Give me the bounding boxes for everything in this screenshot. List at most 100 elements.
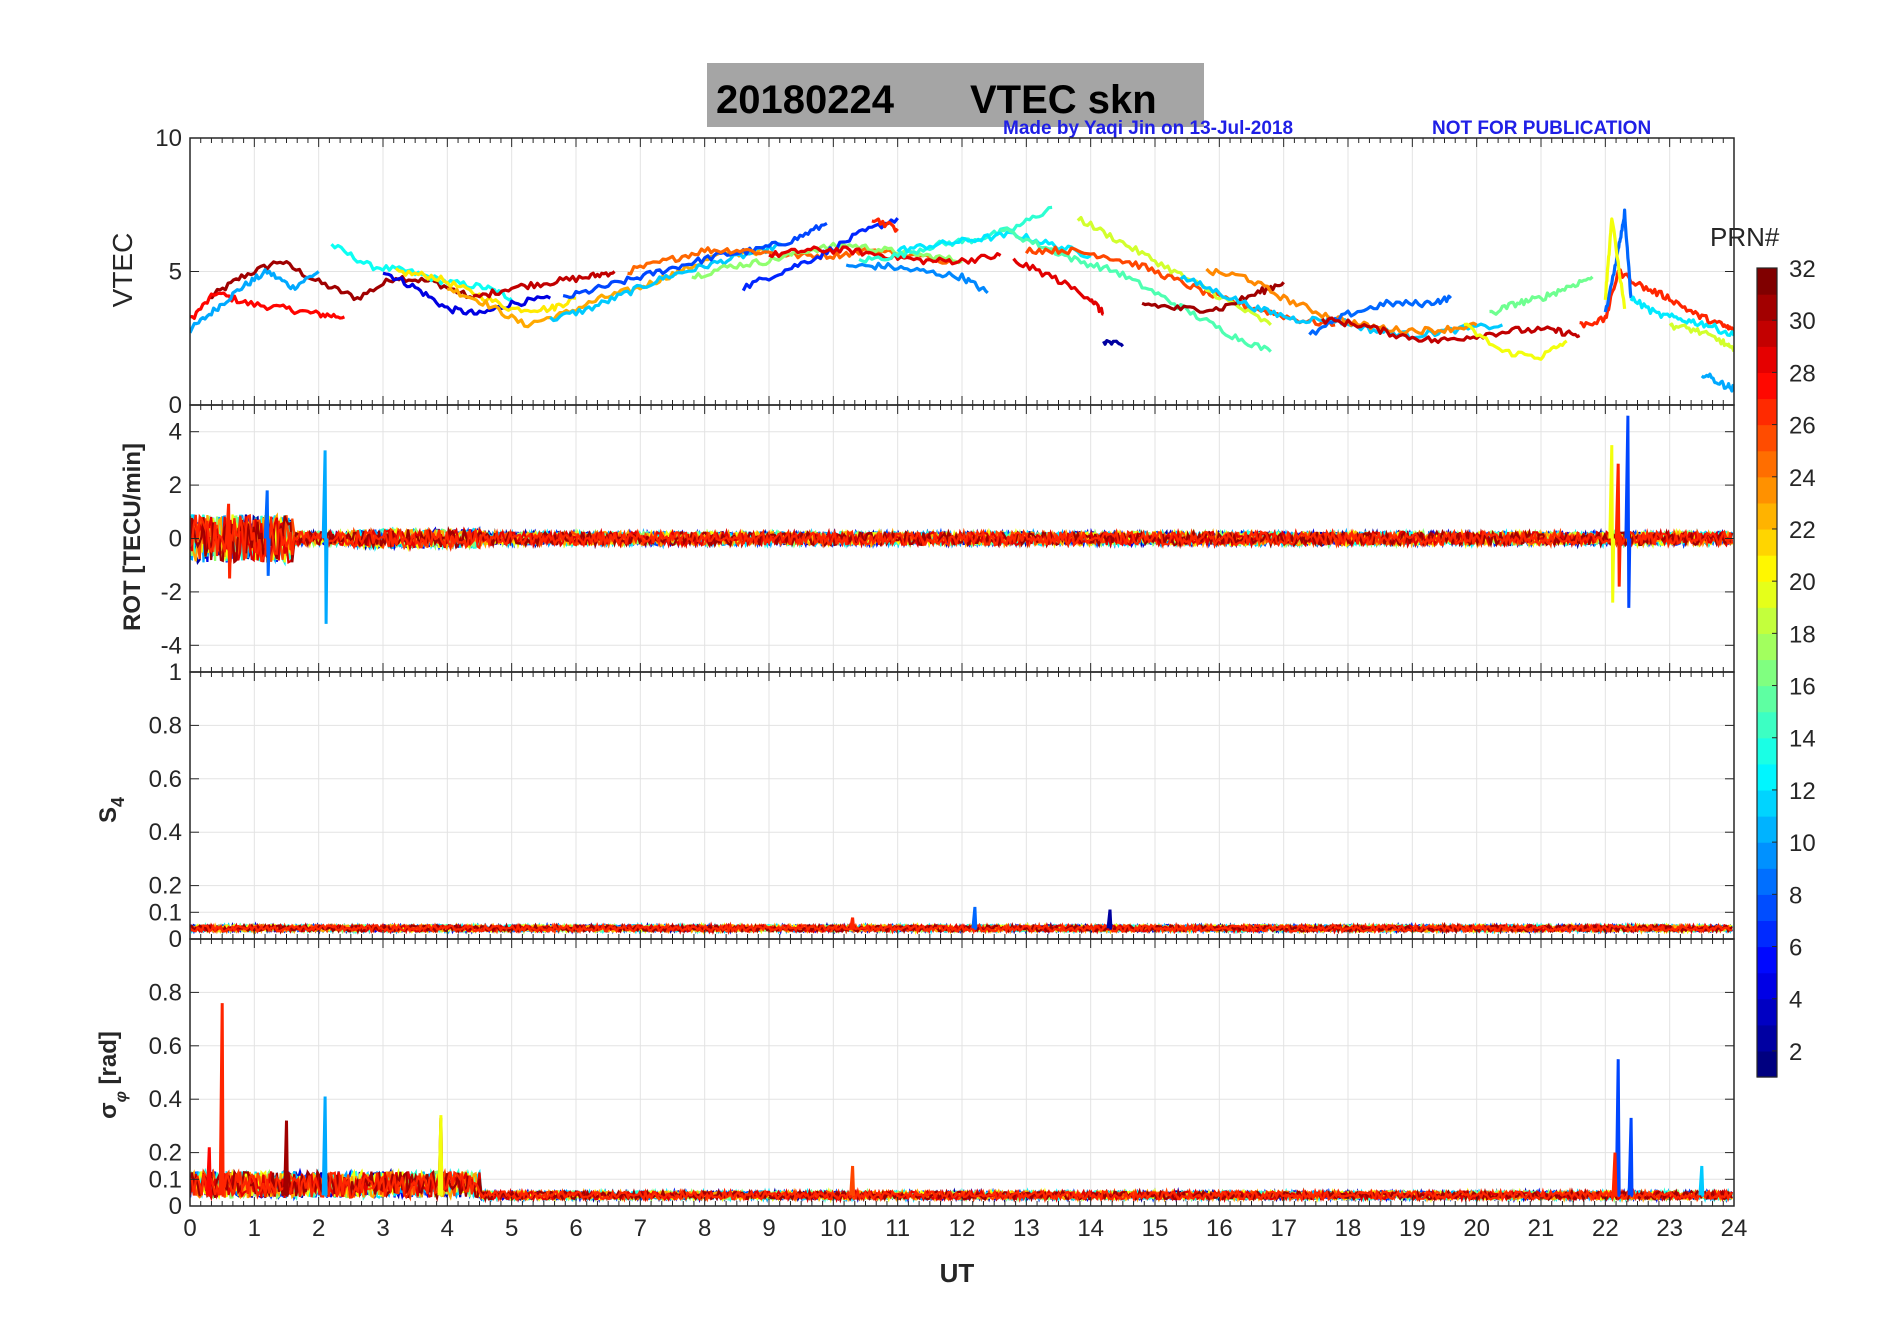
s4-y-tick-label: 0 xyxy=(169,926,182,953)
s4-y-tick-label: 0.4 xyxy=(149,819,182,846)
vtec-series-prn-8 xyxy=(1308,294,1453,336)
x-tick-label: 0 xyxy=(183,1215,196,1242)
sigma_phi-y-tick-label: 0.1 xyxy=(149,1166,182,1193)
sigma_phi-y-tick-label: 0.2 xyxy=(149,1140,182,1167)
vtec-y-tick-label: 5 xyxy=(169,259,182,286)
x-tick-label: 17 xyxy=(1270,1215,1297,1242)
colorbar-segment xyxy=(1757,711,1777,739)
vtec-series-prn-26 xyxy=(1024,245,1336,327)
s4-series-prn-27 xyxy=(190,921,1733,936)
colorbar-segment xyxy=(1757,320,1777,347)
s4-y-tick-label: 0.1 xyxy=(149,899,182,926)
x-tick-label: 23 xyxy=(1656,1215,1683,1242)
colorbar-segment xyxy=(1757,816,1777,843)
vtec-series-prn-28 xyxy=(190,291,346,320)
colorbar-segment xyxy=(1757,659,1777,687)
colorbar-segment xyxy=(1757,476,1777,504)
sigma_phi-spike-prn-27 xyxy=(218,1003,225,1197)
colorbar-tick-label: 16 xyxy=(1789,674,1816,701)
vtec-series-prn-10 xyxy=(1700,372,1734,393)
sigma_phi-series-prn-27 xyxy=(190,1170,1733,1203)
colorbar-segment xyxy=(1757,972,1777,1000)
credit-text: Made by Yaqi Jin on 13-Jul-2018 xyxy=(1003,118,1293,139)
vtec-series-prn-9 xyxy=(845,261,989,295)
colorbar-segment xyxy=(1757,789,1777,817)
rot-y-tick-label: 2 xyxy=(169,472,182,499)
rot-y-tick-label: 4 xyxy=(169,419,182,446)
vtec-y-tick-label: 10 xyxy=(155,125,182,152)
rot-spike-prn-8 xyxy=(263,490,271,576)
sigma_phi-spike-prn-26 xyxy=(849,1165,856,1197)
vtec-panel: 0 5 10 xyxy=(155,125,1735,419)
vtec-series-prn-19 xyxy=(1076,216,1272,326)
sigma_phi-y-tick-label: 0 xyxy=(169,1193,182,1220)
vtec-series-prn-19 xyxy=(1668,322,1734,353)
s4-y-tick-label: 0.8 xyxy=(149,712,182,739)
colorbar-segment xyxy=(1757,372,1777,400)
title-background xyxy=(707,63,1204,127)
colorbar-segment xyxy=(1757,294,1777,321)
sigma_phi-spike-prn-7 xyxy=(1627,1117,1634,1197)
rot-spike-prn-20 xyxy=(1608,445,1616,603)
colorbar-segment xyxy=(1757,868,1777,895)
s4-spike-prn-27 xyxy=(849,917,856,930)
rot-panel: -4 -2 0 2 4 xyxy=(161,404,1735,673)
colorbar-segment xyxy=(1757,581,1777,608)
vtec-series-prn-27 xyxy=(871,217,899,233)
title-station: VTEC skn xyxy=(970,78,1157,122)
colorbar-tick-label: 2 xyxy=(1789,1039,1802,1066)
colorbar-tick-label: 22 xyxy=(1789,517,1816,544)
colorbar-tick-label: 20 xyxy=(1789,569,1816,596)
colorbar-tick-label: 18 xyxy=(1789,621,1816,648)
s4-y-tick-label: 0.2 xyxy=(149,873,182,900)
vtec-series-prn-13 xyxy=(330,243,513,302)
colorbar-tick-label: 4 xyxy=(1789,987,1802,1014)
s4-spike-prn-8 xyxy=(971,906,978,930)
colorbar-segment xyxy=(1757,842,1777,869)
vtec-series-prn-16 xyxy=(1489,275,1594,316)
sigma_phi-data xyxy=(190,1003,1734,1204)
vtec-series-prn-11 xyxy=(549,242,783,323)
colorbar-tick-label: 24 xyxy=(1789,465,1816,492)
vtec-series-prn-6 xyxy=(741,217,899,292)
x-tick-label: 14 xyxy=(1077,1215,1104,1242)
colorbar-tick-label: 28 xyxy=(1789,360,1816,387)
x-tick-label: 21 xyxy=(1528,1215,1555,1242)
sigma_phi-y-tick-label: 0.8 xyxy=(149,979,182,1006)
s4-y-tick-label: 1 xyxy=(169,659,182,686)
x-tick-label: 1 xyxy=(248,1215,261,1242)
colorbar-segment xyxy=(1757,685,1777,713)
vtec-series-prn-2 xyxy=(1102,339,1125,348)
vtec-series-prn-8 xyxy=(1603,208,1633,313)
sigma_phi-spike-prn-10 xyxy=(321,1096,328,1197)
colorbar-segment xyxy=(1757,737,1777,765)
sigma_phi-y-tick-label: 0.4 xyxy=(149,1086,182,1113)
colorbar-tick-label: 12 xyxy=(1789,778,1816,805)
vtec-series-prn-30 xyxy=(472,270,616,299)
vtec-y-label: VTEC xyxy=(107,233,138,308)
rot-spike-prn-10 xyxy=(321,450,329,624)
sigma_phi-spike-prn-27 xyxy=(1611,1152,1618,1197)
vtec-series-prn-12 xyxy=(1629,295,1734,337)
rot-y-label: ROT [TECU/min] xyxy=(119,443,146,631)
x-tick-label: 7 xyxy=(634,1215,647,1242)
s4-y-tick-label: 0.6 xyxy=(149,766,182,793)
colorbar-tick-label: 30 xyxy=(1789,308,1816,335)
vtec-y-tick-label: 0 xyxy=(169,392,182,419)
colorbar-segment xyxy=(1757,633,1777,661)
x-tick-label: 20 xyxy=(1463,1215,1490,1242)
colorbar-tick-label: 14 xyxy=(1789,726,1816,753)
x-tick-label: 3 xyxy=(376,1215,389,1242)
colorbar-segment xyxy=(1757,998,1777,1026)
sigma_phi-y-tick-label: 0.6 xyxy=(149,1033,182,1060)
x-tick-label: 6 xyxy=(569,1215,582,1242)
x-tick-label: 12 xyxy=(949,1215,976,1242)
rot-y-tick-label: -4 xyxy=(161,632,182,659)
sigma_phi-panel: 00.10.20.40.60.80 1 2 3 4 5 6 7 8 9 10 11 12 13 14 15 16… xyxy=(149,938,1747,1242)
x-tick-label: 10 xyxy=(820,1215,847,1242)
x-axis-label: UT xyxy=(940,1258,975,1288)
rot-series-prn-27 xyxy=(190,513,1734,563)
rot-spike-prn-27 xyxy=(1614,463,1622,587)
colorbar-segment xyxy=(1757,555,1777,582)
x-tick-label: 11 xyxy=(885,1215,910,1242)
